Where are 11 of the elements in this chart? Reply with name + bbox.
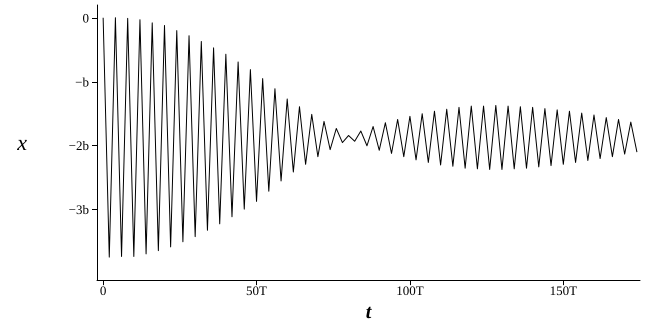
x-tick-label: 50T — [246, 283, 268, 298]
x-tick-label: 150T — [550, 283, 578, 298]
y-tick-label: −3b — [68, 202, 89, 218]
x-axis-title: t — [366, 301, 373, 323]
x-tick-label: 100T — [396, 283, 424, 298]
y-tick-label: 0 — [82, 10, 89, 26]
y-tick-label: −2b — [68, 138, 89, 154]
x-tick-label: 0 — [100, 283, 106, 298]
y-axis-title: x — [16, 130, 28, 156]
y-tick-label: −b — [75, 74, 89, 90]
line-series — [102, 17, 638, 258]
